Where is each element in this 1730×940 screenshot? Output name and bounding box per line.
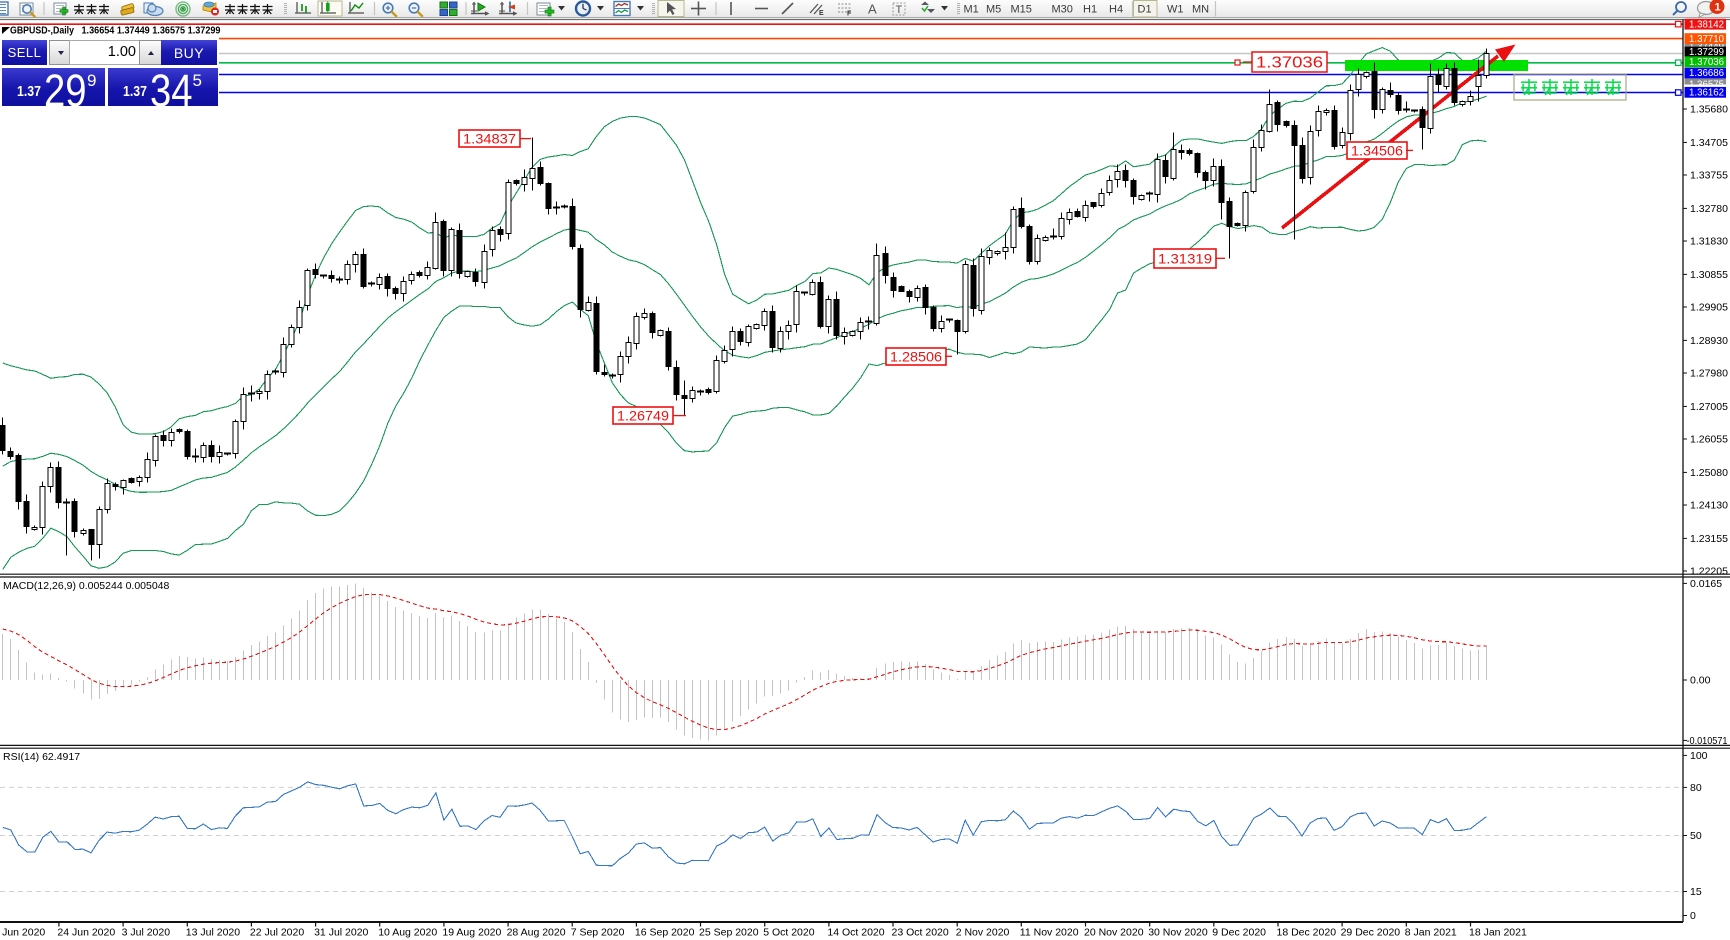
svg-text:2 Nov 2020: 2 Nov 2020 xyxy=(956,927,1010,939)
svg-text:1.35680: 1.35680 xyxy=(1690,104,1728,116)
svg-text:18 Dec 2020: 18 Dec 2020 xyxy=(1277,927,1337,939)
svg-text:1.37036: 1.37036 xyxy=(1689,57,1724,68)
svg-text:1.22205: 1.22205 xyxy=(1690,566,1728,578)
svg-text:1.29905: 1.29905 xyxy=(1690,302,1728,314)
svg-text:18 Jan 2021: 18 Jan 2021 xyxy=(1469,927,1527,939)
svg-text:1.28930: 1.28930 xyxy=(1690,335,1728,347)
svg-text:11 Nov 2020: 11 Nov 2020 xyxy=(1020,927,1079,939)
svg-text:MN: MN xyxy=(1192,4,1209,16)
svg-text:D1: D1 xyxy=(1138,4,1152,16)
svg-text:8 Jan 2021: 8 Jan 2021 xyxy=(1405,927,1457,939)
svg-text:25 Sep 2020: 25 Sep 2020 xyxy=(699,927,759,939)
svg-text:5 Jun 2020: 5 Jun 2020 xyxy=(0,927,45,939)
svg-text:1.27980: 1.27980 xyxy=(1690,368,1728,380)
svg-text:50: 50 xyxy=(1690,830,1702,842)
svg-text:9 Dec 2020: 9 Dec 2020 xyxy=(1212,927,1266,939)
svg-text:15: 15 xyxy=(1690,886,1702,898)
svg-text:80: 80 xyxy=(1690,782,1702,794)
svg-text:3 Jul 2020: 3 Jul 2020 xyxy=(122,927,171,939)
svg-text:RSI(14) 62.4917: RSI(14) 62.4917 xyxy=(3,751,80,763)
svg-text:7 Sep 2020: 7 Sep 2020 xyxy=(571,927,625,939)
svg-text:1.23155: 1.23155 xyxy=(1690,533,1728,545)
svg-text:1.24130: 1.24130 xyxy=(1690,500,1728,512)
svg-text:1.37710: 1.37710 xyxy=(1689,34,1724,45)
svg-text:1.36162: 1.36162 xyxy=(1689,88,1724,99)
svg-text:1.37299: 1.37299 xyxy=(1689,47,1724,58)
svg-text:0: 0 xyxy=(1690,910,1696,922)
svg-text:1.36575: 1.36575 xyxy=(1689,79,1724,90)
svg-text:19 Aug 2020: 19 Aug 2020 xyxy=(442,927,501,939)
svg-text:W1: W1 xyxy=(1167,4,1184,16)
svg-text:-0.010571: -0.010571 xyxy=(1687,735,1728,747)
svg-text:MACD(12,26,9) 0.005244 0.00504: MACD(12,26,9) 0.005244 0.005048 xyxy=(3,580,170,592)
svg-text:1.36654 1.37449 1.36575 1.3729: 1.36654 1.37449 1.36575 1.37299 xyxy=(82,26,221,37)
svg-text:29 Dec 2020: 29 Dec 2020 xyxy=(1341,927,1401,939)
svg-text:H1: H1 xyxy=(1083,4,1097,16)
svg-text:13 Jul 2020: 13 Jul 2020 xyxy=(186,927,240,939)
svg-text:0.0165: 0.0165 xyxy=(1690,578,1722,590)
svg-text:1.34506: 1.34506 xyxy=(1351,143,1403,158)
svg-text:20 Nov 2020: 20 Nov 2020 xyxy=(1084,927,1144,939)
svg-text:1.26749: 1.26749 xyxy=(617,408,669,423)
svg-text:M5: M5 xyxy=(986,4,1001,16)
svg-text:1.30855: 1.30855 xyxy=(1690,269,1728,281)
svg-text:1.37036: 1.37036 xyxy=(1256,55,1323,72)
svg-text:16 Sep 2020: 16 Sep 2020 xyxy=(635,927,695,939)
svg-text:30 Nov 2020: 30 Nov 2020 xyxy=(1148,927,1208,939)
svg-text:1.26055: 1.26055 xyxy=(1690,434,1728,446)
svg-text:1: 1 xyxy=(1715,2,1721,14)
svg-text:GBPUSD-,Daily: GBPUSD-,Daily xyxy=(10,26,74,37)
svg-text:0.00: 0.00 xyxy=(1690,675,1711,687)
svg-text:1.28506: 1.28506 xyxy=(890,349,942,364)
svg-text:1.27005: 1.27005 xyxy=(1690,401,1728,413)
svg-text:M30: M30 xyxy=(1052,4,1073,16)
svg-text:1.34705: 1.34705 xyxy=(1690,137,1728,149)
svg-text:1.32780: 1.32780 xyxy=(1690,203,1728,215)
svg-text:100: 100 xyxy=(1690,750,1708,762)
svg-text:10 Aug 2020: 10 Aug 2020 xyxy=(378,927,437,939)
svg-text:1.33755: 1.33755 xyxy=(1690,170,1728,182)
svg-text:F: F xyxy=(847,11,852,18)
svg-text:24 Jun 2020: 24 Jun 2020 xyxy=(57,927,115,939)
svg-text:22 Jul 2020: 22 Jul 2020 xyxy=(250,927,304,939)
svg-text:M15: M15 xyxy=(1011,4,1032,16)
svg-text:5 Oct 2020: 5 Oct 2020 xyxy=(763,927,815,939)
svg-text:1.38142: 1.38142 xyxy=(1689,19,1724,30)
svg-text:A: A xyxy=(868,2,877,17)
svg-text:28 Aug 2020: 28 Aug 2020 xyxy=(507,927,566,939)
svg-text:1.25080: 1.25080 xyxy=(1690,467,1728,479)
svg-text:H4: H4 xyxy=(1109,4,1123,16)
svg-text:31 Jul 2020: 31 Jul 2020 xyxy=(314,927,368,939)
svg-text:23 Oct 2020: 23 Oct 2020 xyxy=(892,927,949,939)
svg-text:1.36686: 1.36686 xyxy=(1689,68,1724,79)
svg-text:1.31830: 1.31830 xyxy=(1690,236,1728,248)
svg-text:14 Oct 2020: 14 Oct 2020 xyxy=(827,927,884,939)
svg-text:M1: M1 xyxy=(964,4,979,16)
svg-text:T: T xyxy=(896,4,903,16)
svg-text:E: E xyxy=(819,10,824,17)
svg-text:1.34837: 1.34837 xyxy=(463,131,516,146)
svg-text:1.31319: 1.31319 xyxy=(1158,251,1212,267)
